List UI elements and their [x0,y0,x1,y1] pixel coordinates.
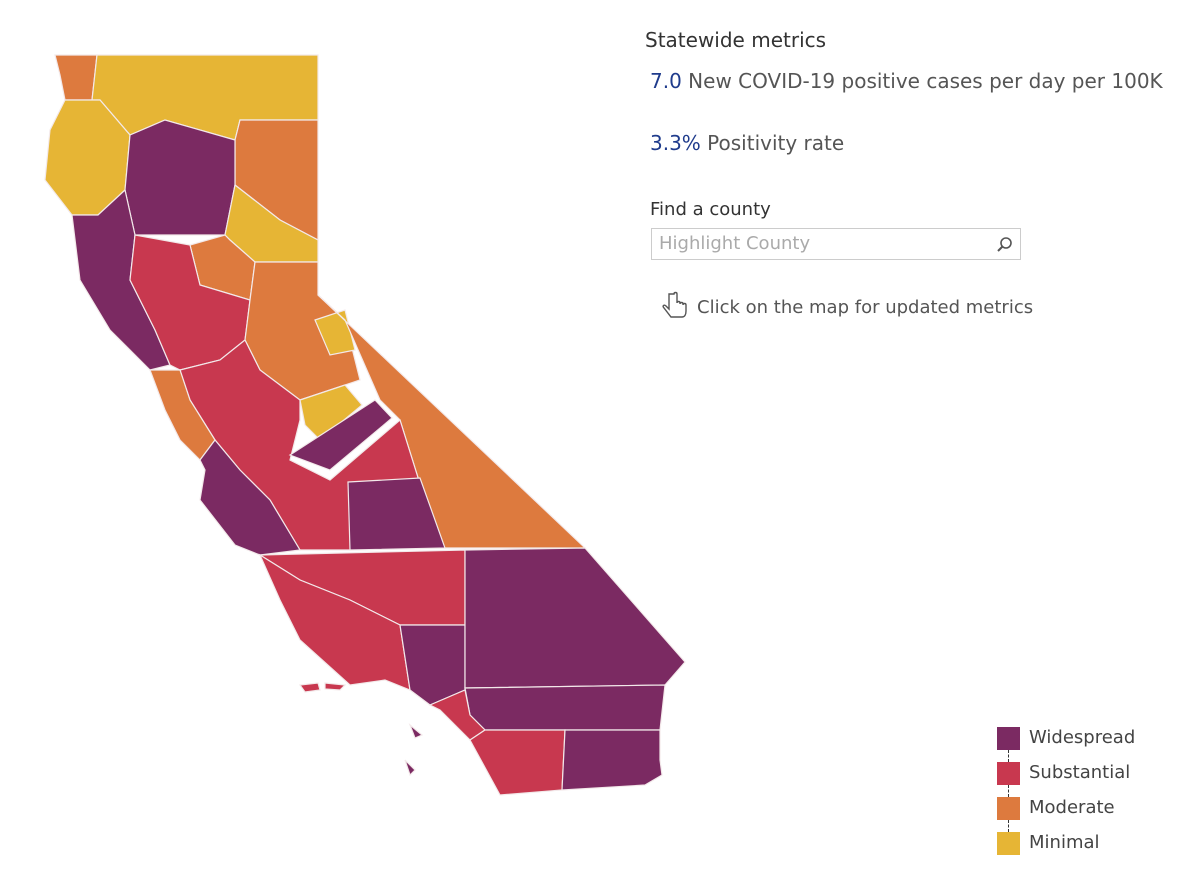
california-map [44,54,686,796]
metric: 7.0 New COVID-19 positive cases per day … [650,69,1163,93]
search-box[interactable]: Highlight County [651,228,1021,260]
county-region[interactable] [199,439,301,556]
legend-label: Widespread [1029,727,1136,748]
county-region[interactable] [561,729,663,791]
legend-connector [1008,750,1010,762]
search-icon [997,237,1012,252]
county-region[interactable] [124,119,236,236]
legend-label: Moderate [1029,797,1115,818]
island [324,682,347,691]
panel-title: Statewide metrics [645,28,827,52]
county-region[interactable] [288,399,393,471]
metric: 3.3% Positivity rate [650,131,844,155]
metric-value: 7.0 [650,69,682,93]
county-region[interactable] [464,684,666,731]
county-region[interactable] [347,477,446,551]
legend-connector [1008,785,1010,797]
county-region[interactable] [469,729,566,796]
search-label: Find a county [650,199,771,220]
metric-value: 3.3% [650,131,701,155]
legend-swatch [997,727,1020,750]
metric-label: New COVID-19 positive cases per day per … [688,69,1163,93]
hand-icon [662,291,687,318]
legend-swatch [997,797,1020,820]
legend-label: Minimal [1029,832,1100,853]
hint: Click on the map for updated metrics [697,297,1034,318]
legend-swatch [997,832,1020,855]
county-region[interactable] [464,547,686,689]
county-region[interactable] [54,54,98,101]
legend-swatch [997,762,1020,785]
legend-connector [1008,820,1010,832]
island [408,723,424,739]
metric-label: Positivity rate [707,131,845,155]
county-region[interactable] [258,553,411,691]
legend-label: Substantial [1029,762,1131,783]
county-region[interactable] [399,624,466,706]
island [298,682,321,693]
search-placeholder: Highlight County [659,233,811,254]
island [404,759,416,777]
